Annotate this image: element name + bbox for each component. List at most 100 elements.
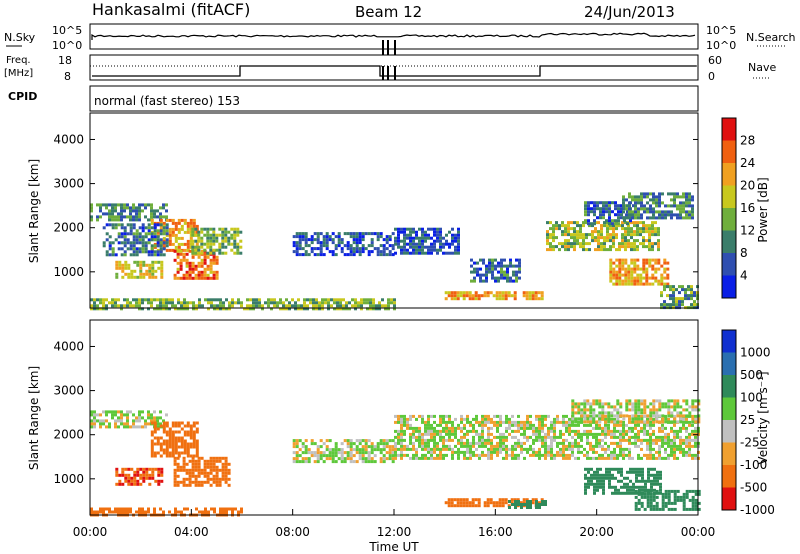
heatmap-cell	[319, 247, 323, 251]
heatmap-cell	[442, 245, 445, 249]
heatmap-cell	[616, 441, 619, 445]
heatmap-cell	[168, 218, 172, 222]
heatmap-cell	[333, 307, 336, 311]
heatmap-cell	[500, 264, 503, 268]
heatmap-cell	[573, 242, 576, 246]
heatmap-cell	[684, 297, 687, 301]
heatmap-cell	[454, 236, 457, 240]
heatmap-cell	[652, 399, 656, 403]
heatmap-cell	[345, 304, 348, 308]
heatmap-cell	[415, 251, 418, 255]
heatmap-cell	[627, 227, 630, 231]
heatmap-cell	[682, 414, 686, 418]
heatmap-cell	[587, 479, 590, 483]
heatmap-cell	[673, 198, 676, 202]
heatmap-cell	[652, 195, 655, 199]
heatmap-cell	[165, 439, 169, 443]
heatmap-cell	[617, 491, 620, 495]
heatmap-cell	[111, 241, 115, 245]
heatmap-cell	[331, 238, 335, 242]
heatmap-cell	[663, 282, 667, 286]
heatmap-cell	[315, 307, 318, 311]
heatmap-cell	[96, 307, 99, 311]
heatmap-cell	[141, 301, 144, 305]
heatmap-cell	[646, 498, 650, 502]
heatmap-cell	[478, 423, 481, 427]
heatmap-cell	[488, 270, 491, 274]
heatmap-cell	[693, 300, 696, 304]
nave-tick-bottom: 0	[708, 70, 715, 83]
heatmap-cell	[486, 291, 490, 295]
heatmap-cell	[382, 238, 386, 242]
heatmap-cell	[676, 435, 679, 439]
heatmap-cell	[608, 213, 611, 217]
heatmap-cell	[552, 245, 555, 249]
heatmap-cell	[497, 261, 500, 265]
heatmap-cell	[138, 416, 141, 420]
heatmap-cell	[602, 207, 605, 211]
heatmap-cell	[511, 429, 514, 433]
heatmap-cell	[636, 264, 640, 268]
heatmap-cell	[643, 429, 646, 433]
heatmap-cell	[102, 507, 105, 511]
heatmap-cell	[215, 258, 219, 262]
heatmap-cell	[571, 405, 575, 409]
heatmap-cell	[436, 432, 439, 436]
heatmap-cell	[584, 210, 587, 214]
heatmap-cell	[162, 448, 166, 452]
heatmap-cell	[200, 471, 204, 475]
heatmap-cell	[650, 485, 653, 489]
heatmap-cell	[462, 504, 466, 508]
heatmap-cell	[206, 465, 210, 469]
heatmap-cell	[595, 438, 598, 442]
heatmap-cell	[661, 435, 664, 439]
heatmap-cell	[415, 438, 418, 442]
heatmap-cell	[651, 230, 654, 234]
heatmap-cell	[394, 453, 397, 457]
heatmap-cell	[385, 253, 389, 257]
heatmap-cell	[670, 507, 674, 511]
heatmap-cell	[587, 222, 590, 226]
heatmap-cell	[622, 201, 625, 205]
heatmap-cell	[124, 263, 128, 267]
heatmap-cell	[117, 218, 120, 222]
heatmap-cell	[132, 250, 136, 254]
heatmap-cell	[673, 489, 677, 493]
heatmap-cell	[643, 408, 647, 412]
colorbar-tick-label: 20	[740, 179, 755, 193]
heatmap-cell	[691, 210, 694, 214]
heatmap-cell	[647, 479, 650, 483]
heatmap-cell	[453, 297, 457, 301]
heatmap-cell	[162, 424, 166, 428]
heatmap-cell	[586, 408, 590, 412]
heatmap-cell	[436, 423, 439, 427]
heatmap-cell	[655, 438, 658, 442]
heatmap-cell	[649, 417, 653, 421]
heatmap-cell	[511, 503, 514, 506]
heatmap-cell	[439, 453, 442, 457]
heatmap-cell	[433, 420, 436, 424]
heatmap-cell	[369, 298, 372, 302]
heatmap-cell	[203, 252, 207, 256]
heatmap-cell	[176, 465, 180, 469]
heatmap-cell	[552, 233, 555, 237]
heatmap-cell	[445, 251, 448, 255]
heatmap-cell	[614, 485, 617, 489]
heatmap-cell	[130, 275, 134, 279]
heatmap-cell	[577, 402, 581, 406]
heatmap-cell	[160, 479, 164, 483]
heatmap-cell	[135, 510, 138, 514]
heatmap-cell	[176, 462, 180, 466]
heatmap-cell	[601, 444, 604, 448]
heatmap-cell	[657, 267, 661, 271]
heatmap-cell	[657, 239, 660, 243]
heatmap-cell	[495, 297, 499, 301]
heatmap-cell	[240, 507, 243, 511]
heatmap-cell	[427, 420, 430, 424]
heatmap-cell	[642, 261, 646, 265]
heatmap-cell	[645, 267, 649, 271]
heatmap-cell	[514, 441, 517, 445]
heatmap-cell	[583, 414, 587, 418]
heatmap-cell	[503, 258, 506, 262]
heatmap-cell	[209, 258, 213, 262]
